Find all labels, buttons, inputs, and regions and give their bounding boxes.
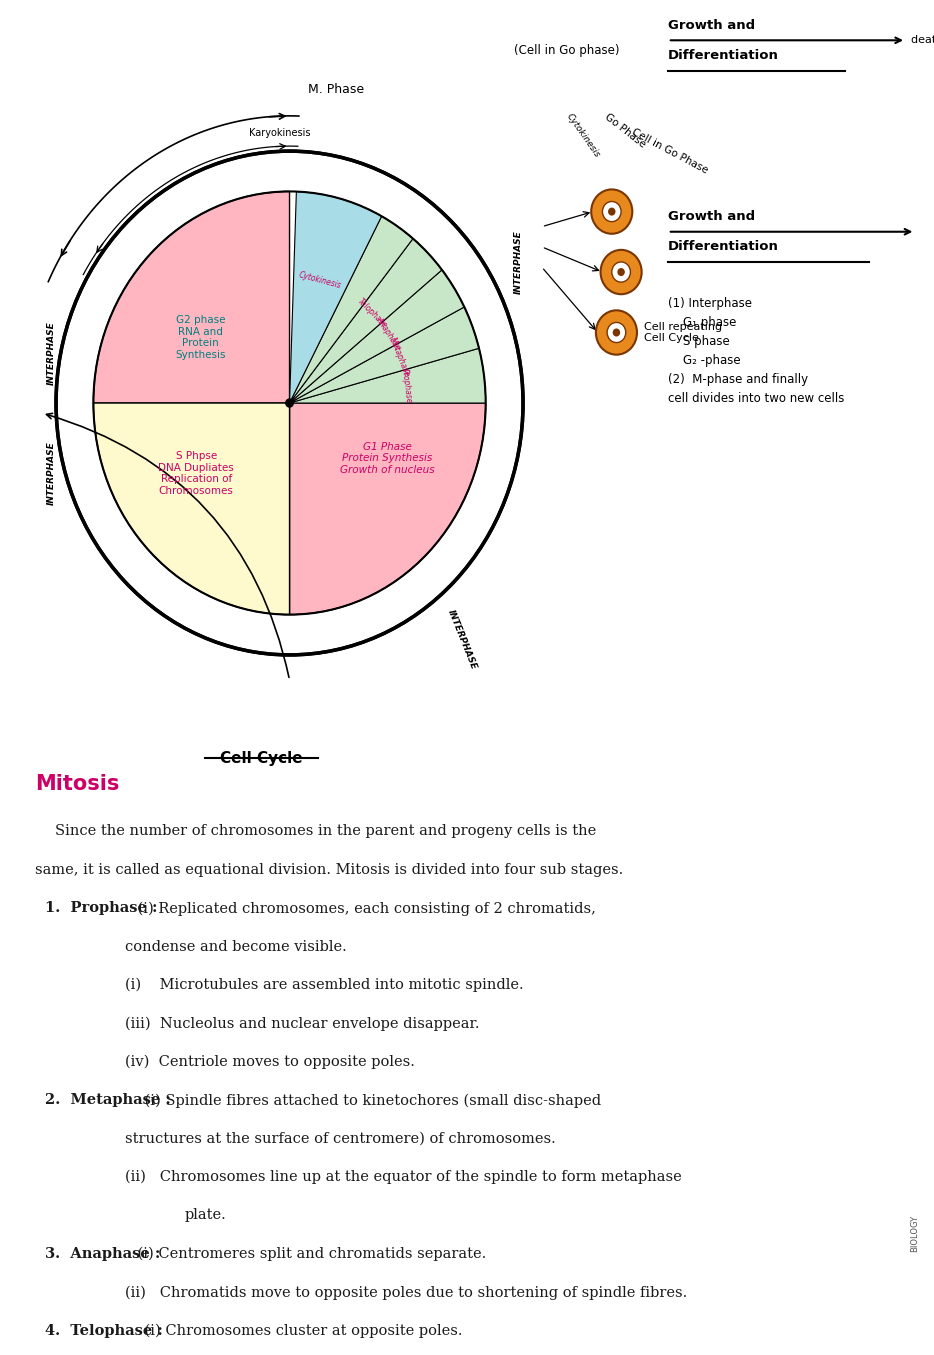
Text: (i)    Microtubules are assembled into mitotic spindle.: (i) Microtubules are assembled into mito…: [125, 978, 524, 992]
Text: (ii)   Chromosomes line up at the equator of the spindle to form metaphase: (ii) Chromosomes line up at the equator …: [125, 1171, 682, 1184]
Text: Cell Cycle: Cell Cycle: [220, 751, 303, 766]
Text: Go Phase: Go Phase: [602, 112, 647, 150]
Text: (1) Interphase
    G₁ phase
    S phase
    G₂ -phase
(2)  M-phase and finally
c: (1) Interphase G₁ phase S phase G₂ -phas…: [668, 297, 844, 405]
Wedge shape: [290, 238, 442, 402]
Text: G1 Phase
Protein Synthesis
Growth of nucleus: G1 Phase Protein Synthesis Growth of nuc…: [340, 442, 435, 476]
Circle shape: [56, 152, 523, 654]
Text: S Phpse
DNA Dupliates
Replication of
Chromosomes: S Phpse DNA Dupliates Replication of Chr…: [158, 451, 234, 496]
Circle shape: [602, 202, 621, 222]
Text: 3.  Anaphase :: 3. Anaphase :: [45, 1247, 161, 1262]
Text: Differentiation: Differentiation: [668, 240, 779, 253]
Circle shape: [613, 328, 620, 336]
Circle shape: [596, 310, 637, 355]
Text: BIOLOGY: BIOLOGY: [911, 1215, 919, 1252]
Text: Telophase: Telophase: [356, 297, 389, 331]
Text: (Cell in Go phase): (Cell in Go phase): [514, 43, 619, 57]
Circle shape: [286, 398, 293, 406]
Text: condense and become visible.: condense and become visible.: [125, 939, 347, 954]
Circle shape: [608, 207, 616, 215]
Wedge shape: [290, 217, 413, 402]
Circle shape: [607, 322, 626, 343]
Text: Cell repeating
Cell Cycle: Cell repeating Cell Cycle: [644, 321, 723, 343]
Text: 2.  Metaphase :: 2. Metaphase :: [45, 1093, 171, 1107]
Text: M. Phase: M. Phase: [308, 83, 364, 96]
Text: (iii)  Nucleolus and nuclear envelope disappear.: (iii) Nucleolus and nuclear envelope dis…: [125, 1016, 479, 1031]
Text: INTERPHASE: INTERPHASE: [47, 321, 56, 385]
Wedge shape: [93, 191, 290, 402]
Text: plate.: plate.: [185, 1209, 227, 1222]
Text: (i) Spindle fibres attached to kinetochores (small disc-shaped: (i) Spindle fibres attached to kinetocho…: [139, 1093, 601, 1107]
Wedge shape: [290, 308, 479, 402]
Text: (iv)  Centriole moves to opposite poles.: (iv) Centriole moves to opposite poles.: [125, 1056, 415, 1069]
Text: (i) Replicated chromosomes, each consisting of 2 chromatids,: (i) Replicated chromosomes, each consist…: [134, 901, 596, 916]
Text: Mitosis: Mitosis: [35, 774, 120, 794]
Text: Cytokinesis: Cytokinesis: [298, 271, 342, 290]
Text: INTERPHASE: INTERPHASE: [514, 230, 523, 294]
Text: INTERPHASE: INTERPHASE: [446, 608, 478, 671]
Text: Growth and: Growth and: [668, 19, 755, 31]
Text: Prophase: Prophase: [400, 369, 413, 405]
Text: INTERPHASE: INTERPHASE: [47, 442, 56, 505]
Text: (i) Chromosomes cluster at opposite poles.: (i) Chromosomes cluster at opposite pole…: [139, 1324, 462, 1339]
Text: Since the number of chromosomes in the parent and progeny cells is the: Since the number of chromosomes in the p…: [55, 824, 596, 839]
Wedge shape: [290, 348, 486, 402]
Circle shape: [601, 249, 642, 294]
Text: structures at the surface of centromere) of chromosomes.: structures at the surface of centromere)…: [125, 1131, 556, 1146]
Circle shape: [591, 190, 632, 234]
Text: death of cell at last: death of cell at last: [911, 35, 934, 45]
Text: same, it is called as equational division. Mitosis is divided into four sub stag: same, it is called as equational divisio…: [35, 863, 623, 877]
Text: Karyokinesis: Karyokinesis: [249, 127, 311, 138]
Text: Cytokinesis: Cytokinesis: [565, 112, 602, 160]
Text: Anaphase: Anaphase: [375, 316, 403, 352]
Text: (i) Centromeres split and chromatids separate.: (i) Centromeres split and chromatids sep…: [134, 1247, 487, 1262]
Text: 4.  Telophase :: 4. Telophase :: [45, 1324, 163, 1337]
Circle shape: [617, 268, 625, 276]
Text: 1.  Prophase :: 1. Prophase :: [45, 901, 158, 915]
Text: G2 phase
RNA and
Protein
Synthesis: G2 phase RNA and Protein Synthesis: [176, 316, 226, 360]
Text: Cell in Go Phase: Cell in Go Phase: [630, 127, 710, 175]
Wedge shape: [93, 402, 290, 615]
Text: Differentiation: Differentiation: [668, 49, 779, 62]
Circle shape: [612, 262, 630, 282]
Text: Growth and: Growth and: [668, 210, 755, 224]
Text: Metaphase: Metaphase: [388, 336, 411, 379]
Wedge shape: [290, 191, 382, 402]
Wedge shape: [290, 270, 464, 402]
Text: (ii)   Chromatids move to opposite poles due to shortening of spindle fibres.: (ii) Chromatids move to opposite poles d…: [125, 1286, 687, 1299]
Wedge shape: [290, 402, 486, 615]
